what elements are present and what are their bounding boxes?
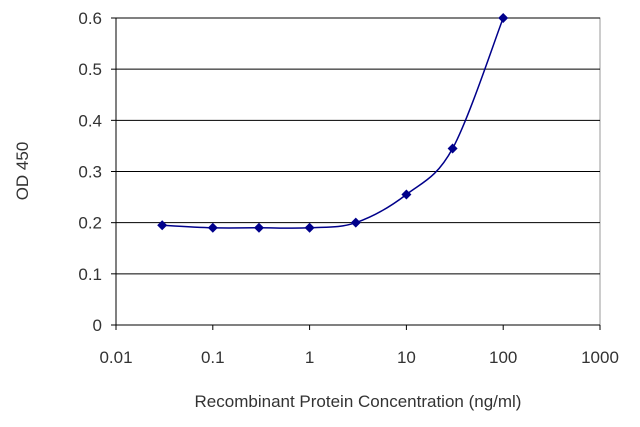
- x-tick-label: 100: [489, 348, 517, 367]
- data-point: [157, 220, 168, 231]
- y-tick-label: 0.6: [78, 9, 102, 28]
- y-tick-label: 0.3: [78, 163, 102, 182]
- x-tick-label: 1: [305, 348, 314, 367]
- data-point: [498, 13, 509, 23]
- y-tick-label: 0.1: [78, 265, 102, 284]
- y-axis-title: OD 450: [13, 142, 32, 201]
- data-point: [253, 222, 264, 233]
- x-tick-label: 0.01: [99, 348, 132, 367]
- x-tick-label: 1000: [581, 348, 619, 367]
- data-point: [207, 222, 218, 233]
- data-points: [157, 13, 509, 233]
- x-tick-label: 0.1: [201, 348, 225, 367]
- data-point: [304, 222, 315, 233]
- data-point: [401, 189, 412, 200]
- x-ticks: 0.01 0.1 1 10 100 1000: [99, 325, 619, 367]
- grid-lines: [116, 17, 600, 275]
- x-tick-label: 10: [397, 348, 416, 367]
- data-point: [350, 217, 361, 228]
- y-ticks: 0 0.1 0.2 0.3 0.4 0.5 0.6: [78, 9, 116, 335]
- y-tick-label: 0: [93, 316, 102, 335]
- data-point: [447, 143, 458, 154]
- y-tick-label: 0.2: [78, 214, 102, 233]
- y-tick-label: 0.5: [78, 60, 102, 79]
- x-axis-title: Recombinant Protein Concentration (ng/ml…: [195, 392, 522, 411]
- fit-line: [162, 17, 504, 229]
- y-tick-label: 0.4: [78, 111, 102, 130]
